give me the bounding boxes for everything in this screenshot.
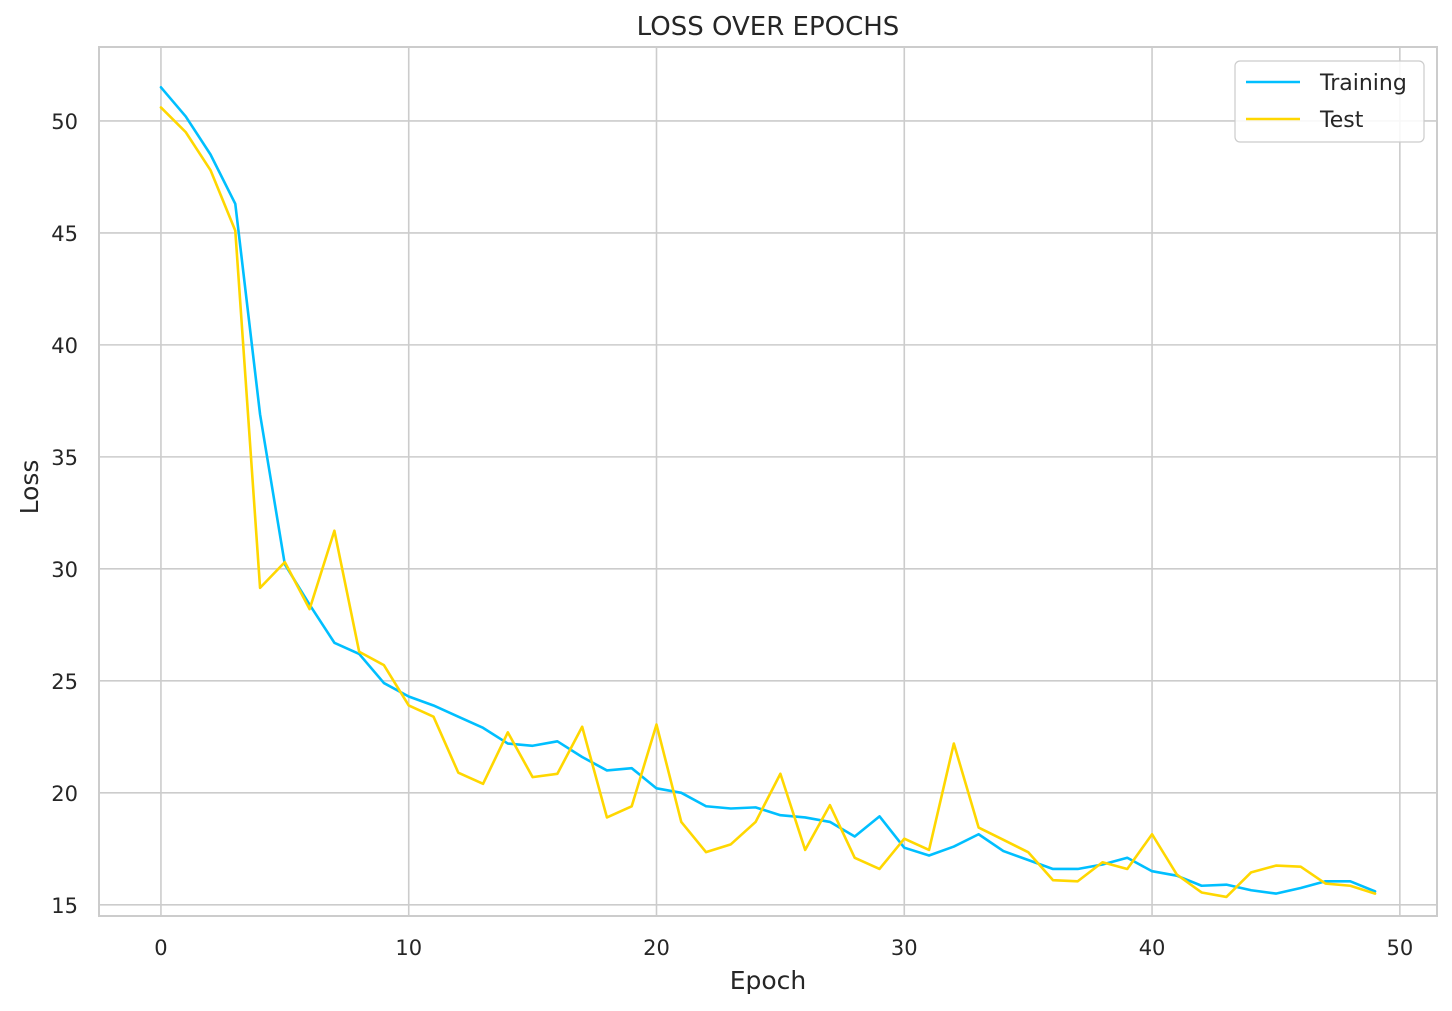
x-tick-label: 10 <box>395 936 422 960</box>
y-tick-label: 25 <box>51 670 78 694</box>
chart-title: LOSS OVER EPOCHS <box>637 12 900 42</box>
y-tick-label: 45 <box>51 222 78 246</box>
y-tick-label: 15 <box>51 894 78 918</box>
x-tick-labels: 0 10 20 30 40 50 <box>154 936 1413 960</box>
series-line-test <box>159 106 1377 899</box>
y-tick-label: 50 <box>51 110 78 134</box>
legend-label-training: Training <box>1319 71 1407 96</box>
legend-label-test: Test <box>1319 108 1364 133</box>
y-tick-label: 35 <box>51 446 78 470</box>
x-tick-label: 30 <box>891 936 918 960</box>
x-axis-label: Epoch <box>730 966 807 995</box>
legend: Training Test <box>1234 60 1425 143</box>
y-tick-labels: 15 20 25 30 35 40 45 50 <box>51 110 78 918</box>
y-tick-label: 20 <box>51 782 78 806</box>
y-tick-label: 30 <box>51 558 78 582</box>
x-tick-label: 0 <box>154 936 167 960</box>
x-tick-label: 40 <box>1139 936 1166 960</box>
x-gridlines <box>160 47 1401 916</box>
y-axis-label: Loss <box>15 460 44 515</box>
series-lines <box>159 86 1377 899</box>
plot-frame <box>98 46 1438 917</box>
x-tick-label: 50 <box>1386 936 1413 960</box>
y-tick-label: 40 <box>51 334 78 358</box>
y-gridlines <box>99 120 1437 906</box>
series-line-training <box>159 86 1377 895</box>
x-tick-label: 20 <box>643 936 670 960</box>
